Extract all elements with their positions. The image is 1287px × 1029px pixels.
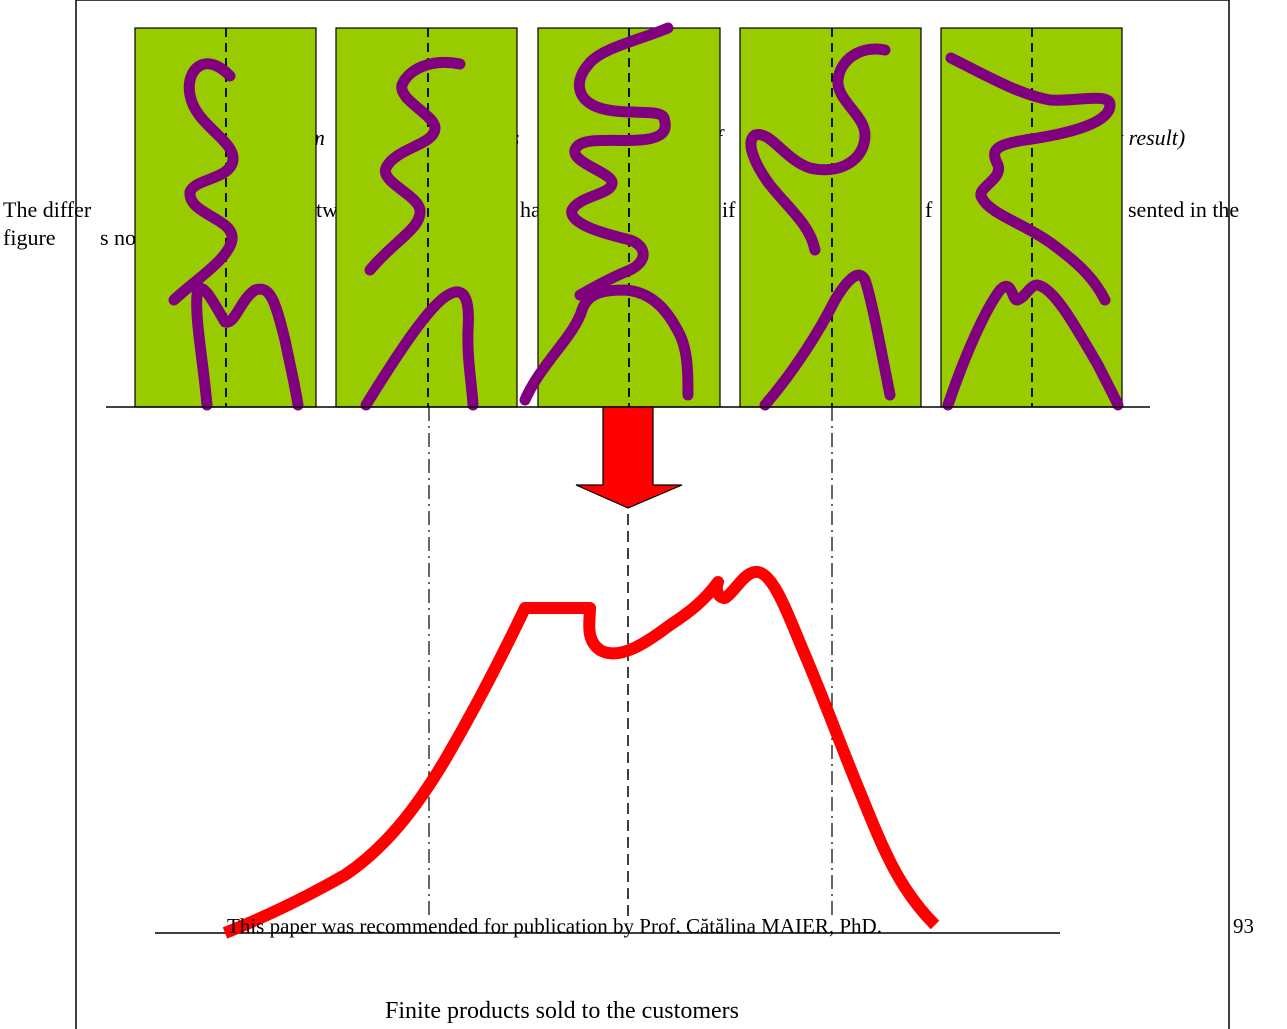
output-label: Finite products sold to the customers: [385, 997, 739, 1025]
stage-bar-4: [740, 28, 921, 407]
footnote: This paper was recommended for publicati…: [227, 912, 882, 940]
page-number: 93: [1233, 912, 1254, 940]
down-arrow: [576, 407, 682, 508]
output-curve: [225, 572, 935, 933]
stage-bar-2: [336, 28, 517, 407]
